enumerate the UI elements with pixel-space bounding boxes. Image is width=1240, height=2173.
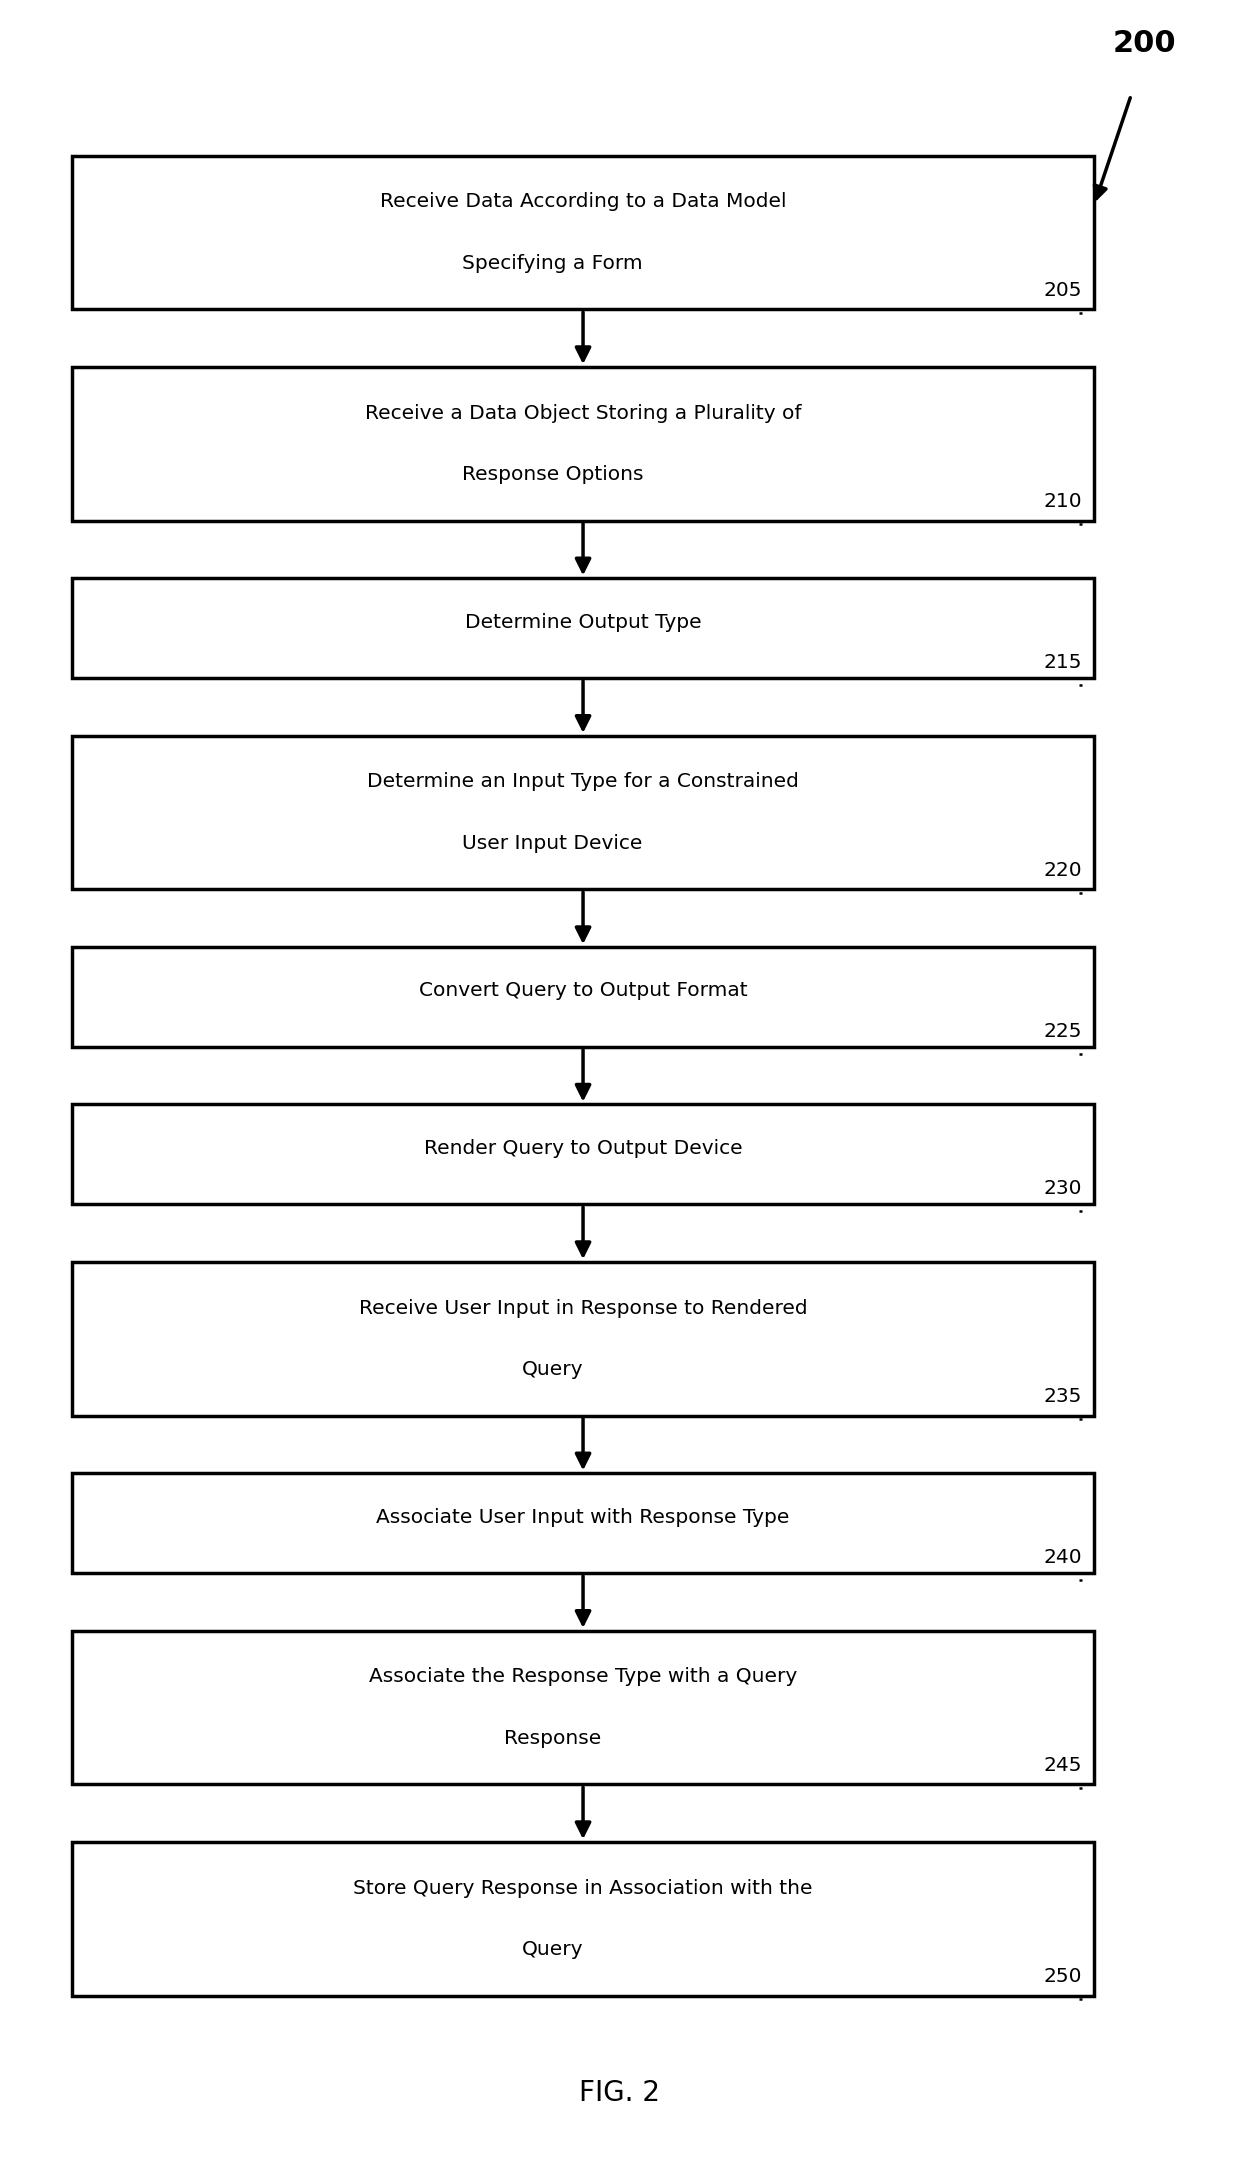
Text: 225: 225 — [1043, 1021, 1081, 1041]
Text: 230: 230 — [1043, 1180, 1081, 1197]
Text: 205: 205 — [1043, 280, 1081, 300]
Text: Associate the Response Type with a Query: Associate the Response Type with a Query — [370, 1667, 797, 1686]
Text: Response Options: Response Options — [461, 465, 644, 485]
Text: Determine Output Type: Determine Output Type — [465, 613, 702, 632]
Text: Specifying a Form: Specifying a Form — [463, 254, 642, 274]
Bar — [72, 1473, 1094, 1573]
Text: User Input Device: User Input Device — [463, 834, 642, 852]
Text: Query: Query — [522, 1940, 583, 1960]
Text: Convert Query to Output Format: Convert Query to Output Format — [419, 982, 748, 1000]
Bar — [72, 1104, 1094, 1204]
Text: 215: 215 — [1043, 654, 1081, 671]
Bar — [72, 947, 1094, 1047]
Bar — [72, 1263, 1094, 1415]
Text: 245: 245 — [1043, 1756, 1081, 1775]
Text: FIG. 2: FIG. 2 — [579, 2080, 661, 2108]
Bar — [72, 1843, 1094, 1995]
Text: 210: 210 — [1043, 493, 1081, 511]
Text: Determine an Input Type for a Constrained: Determine an Input Type for a Constraine… — [367, 771, 799, 791]
Text: 220: 220 — [1043, 861, 1081, 880]
Bar — [72, 1630, 1094, 1784]
Bar — [72, 156, 1094, 309]
Text: 235: 235 — [1044, 1386, 1081, 1406]
Text: Query: Query — [522, 1360, 583, 1380]
Text: Receive a Data Object Storing a Plurality of: Receive a Data Object Storing a Pluralit… — [365, 404, 801, 422]
Text: 250: 250 — [1043, 1967, 1081, 1986]
Text: Receive Data According to a Data Model: Receive Data According to a Data Model — [379, 191, 786, 211]
Text: 240: 240 — [1043, 1547, 1081, 1567]
Bar — [72, 737, 1094, 889]
Text: Render Query to Output Device: Render Query to Output Device — [424, 1139, 743, 1158]
Text: Associate User Input with Response Type: Associate User Input with Response Type — [377, 1508, 790, 1528]
Text: Response: Response — [503, 1730, 601, 1747]
Text: Receive User Input in Response to Rendered: Receive User Input in Response to Render… — [358, 1299, 807, 1317]
Bar — [72, 578, 1094, 678]
Text: 200: 200 — [1112, 28, 1177, 59]
Text: Store Query Response in Association with the: Store Query Response in Association with… — [353, 1880, 812, 1897]
Bar — [72, 367, 1094, 522]
